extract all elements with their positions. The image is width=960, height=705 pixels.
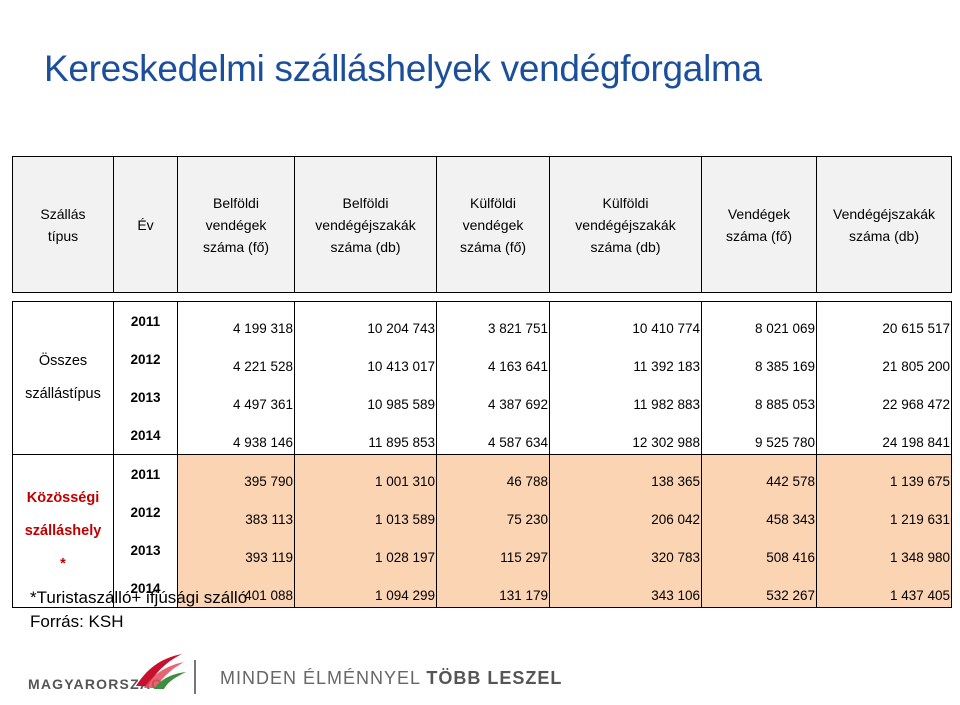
table-cell: 508 416 <box>701 531 817 569</box>
table-cell: 393 119 <box>177 531 295 569</box>
table-row: 2014 4 938 146 11 895 853 4 587 634 12 3… <box>13 416 952 455</box>
logo-wordmark: MAGYARORSZÁG <box>28 676 164 692</box>
table-cell: 1 001 310 <box>294 454 437 493</box>
table-cell: 11 895 853 <box>294 416 437 455</box>
table-row: Összes szállástípus 2011 4 199 318 10 20… <box>12 301 952 455</box>
table-cell: 10 413 017 <box>294 340 437 378</box>
footnote: *Turistaszálló+ ifjúsági szálló Forrás: … <box>30 586 247 634</box>
year-cell: 2014 <box>113 416 178 455</box>
table-cell: 46 788 <box>436 454 550 493</box>
header-label: Év <box>137 216 154 233</box>
table-cell: 401 088 <box>177 569 295 608</box>
table-cell: 1 348 980 <box>816 531 952 569</box>
table-row: 2014 401 088 1 094 299 131 179 343 106 5… <box>13 569 952 608</box>
source-text: Forrás: KSH <box>30 612 124 631</box>
year-cell: 2013 <box>113 531 178 569</box>
table-cell: 4 497 361 <box>177 378 295 416</box>
table-row: 2012 4 221 528 10 413 017 4 163 641 11 3… <box>13 340 952 378</box>
slogan-light: MINDEN ÉLMÉNNYEL <box>220 668 421 688</box>
footer-divider <box>194 660 196 694</box>
table-cell: 10 204 743 <box>294 301 437 340</box>
year-cell: 2011 <box>113 454 178 493</box>
header-label: Szállás típus <box>40 205 86 244</box>
year-cell: 2014 <box>113 569 178 608</box>
table-cell: 395 790 <box>177 454 295 493</box>
year-cell: 2012 <box>113 493 178 531</box>
table-cell: 1 219 631 <box>816 493 952 531</box>
table-cell: 343 106 <box>549 569 702 608</box>
header-domestic-guests: Belföldi vendégek száma (fő) <box>177 156 295 293</box>
slogan: MINDEN ÉLMÉNNYEL TÖBB LESZEL <box>220 668 562 689</box>
table-cell: 8 385 169 <box>701 340 817 378</box>
table-row: 2013 393 119 1 028 197 115 297 320 783 5… <box>13 531 952 569</box>
table-cell: 24 198 841 <box>816 416 952 455</box>
table-cell: 320 783 <box>549 531 702 569</box>
table-row: Közösségi szálláshely * 2011 395 790 1 0… <box>12 454 952 608</box>
table-header-row: Szállás típus Év Belföldi vendégek száma… <box>12 156 952 293</box>
table-row: 2013 4 497 361 10 985 589 4 387 692 11 9… <box>13 378 952 416</box>
footnote-text: *Turistaszálló+ ifjúsági szálló <box>30 588 248 607</box>
page-title: Kereskedelmi szálláshelyek vendégforgalm… <box>44 48 762 89</box>
table-cell: 11 392 183 <box>549 340 702 378</box>
table-cell: 21 805 200 <box>816 340 952 378</box>
table-row: 2012 383 113 1 013 589 75 230 206 042 45… <box>13 493 952 531</box>
slogan-bold: TÖBB LESZEL <box>426 668 563 688</box>
header-domestic-nights: Belföldi vendégéjszakák száma (db) <box>294 156 437 293</box>
table-cell: 1 028 197 <box>294 531 437 569</box>
table-cell: 1 437 405 <box>816 569 952 608</box>
table-cell: 131 179 <box>436 569 550 608</box>
table-cell: 1 013 589 <box>294 493 437 531</box>
table-cell: 4 221 528 <box>177 340 295 378</box>
table-cell: 4 163 641 <box>436 340 550 378</box>
year-cell: 2011 <box>113 301 178 340</box>
table-cell: 532 267 <box>701 569 817 608</box>
hungary-ribbon-logo-icon <box>136 654 186 689</box>
year-cell: 2013 <box>113 378 178 416</box>
header-gap <box>13 293 952 302</box>
table-cell: 1 094 299 <box>294 569 437 608</box>
group-label-text: Összes szállástípus <box>25 353 101 402</box>
table-cell: 138 365 <box>549 454 702 493</box>
table-cell: 8 885 053 <box>701 378 817 416</box>
table-cell: 11 982 883 <box>549 378 702 416</box>
header-type: Szállás típus <box>12 156 114 293</box>
header-label: Belföldi vendégéjszakák száma (db) <box>315 194 416 255</box>
table-cell: 4 387 692 <box>436 378 550 416</box>
group-all-accommodation: Összes szállástípus 2011 4 199 318 10 20… <box>12 301 952 455</box>
table-cell: 3 821 751 <box>436 301 550 340</box>
table-cell: 12 302 988 <box>549 416 702 455</box>
table-cell: 4 587 634 <box>436 416 550 455</box>
header-label: Vendégéjszakák száma (db) <box>833 205 935 244</box>
year-cell: 2012 <box>113 340 178 378</box>
group-label: Közösségi szálláshely * <box>12 454 114 608</box>
header-label: Vendégek száma (fő) <box>725 205 793 244</box>
header-label: Külföldi vendégek száma (fő) <box>459 194 527 255</box>
table-cell: 9 525 780 <box>701 416 817 455</box>
table-cell: 206 042 <box>549 493 702 531</box>
header-total-nights: Vendégéjszakák száma (db) <box>816 156 952 293</box>
table-cell: 4 938 146 <box>177 416 295 455</box>
table-cell: 10 410 774 <box>549 301 702 340</box>
header-total-guests: Vendégek száma (fő) <box>701 156 817 293</box>
table-cell: 383 113 <box>177 493 295 531</box>
header-foreign-nights: Külföldi vendégéjszakák száma (db) <box>549 156 702 293</box>
header-label: Külföldi vendégéjszakák száma (db) <box>575 194 676 255</box>
table-cell: 75 230 <box>436 493 550 531</box>
table-cell: 8 021 069 <box>701 301 817 340</box>
stats-table: Szállás típus Év Belföldi vendégek száma… <box>12 156 952 608</box>
table-cell: 442 578 <box>701 454 817 493</box>
table-cell: 22 968 472 <box>816 378 952 416</box>
header-foreign-guests: Külföldi vendégek száma (fő) <box>436 156 550 293</box>
table-cell: 10 985 589 <box>294 378 437 416</box>
table-cell: 20 615 517 <box>816 301 952 340</box>
table-cell: 115 297 <box>436 531 550 569</box>
table-cell: 458 343 <box>701 493 817 531</box>
table-cell: 1 139 675 <box>816 454 952 493</box>
header-year: Év <box>113 156 178 293</box>
header-label: Belföldi vendégek száma (fő) <box>202 194 270 255</box>
table-cell: 4 199 318 <box>177 301 295 340</box>
group-community-accommodation: Közösségi szálláshely * 2011 395 790 1 0… <box>12 454 952 608</box>
group-label-text: Közösségi szálláshely * <box>24 489 102 572</box>
group-label: Összes szállástípus <box>12 301 114 455</box>
